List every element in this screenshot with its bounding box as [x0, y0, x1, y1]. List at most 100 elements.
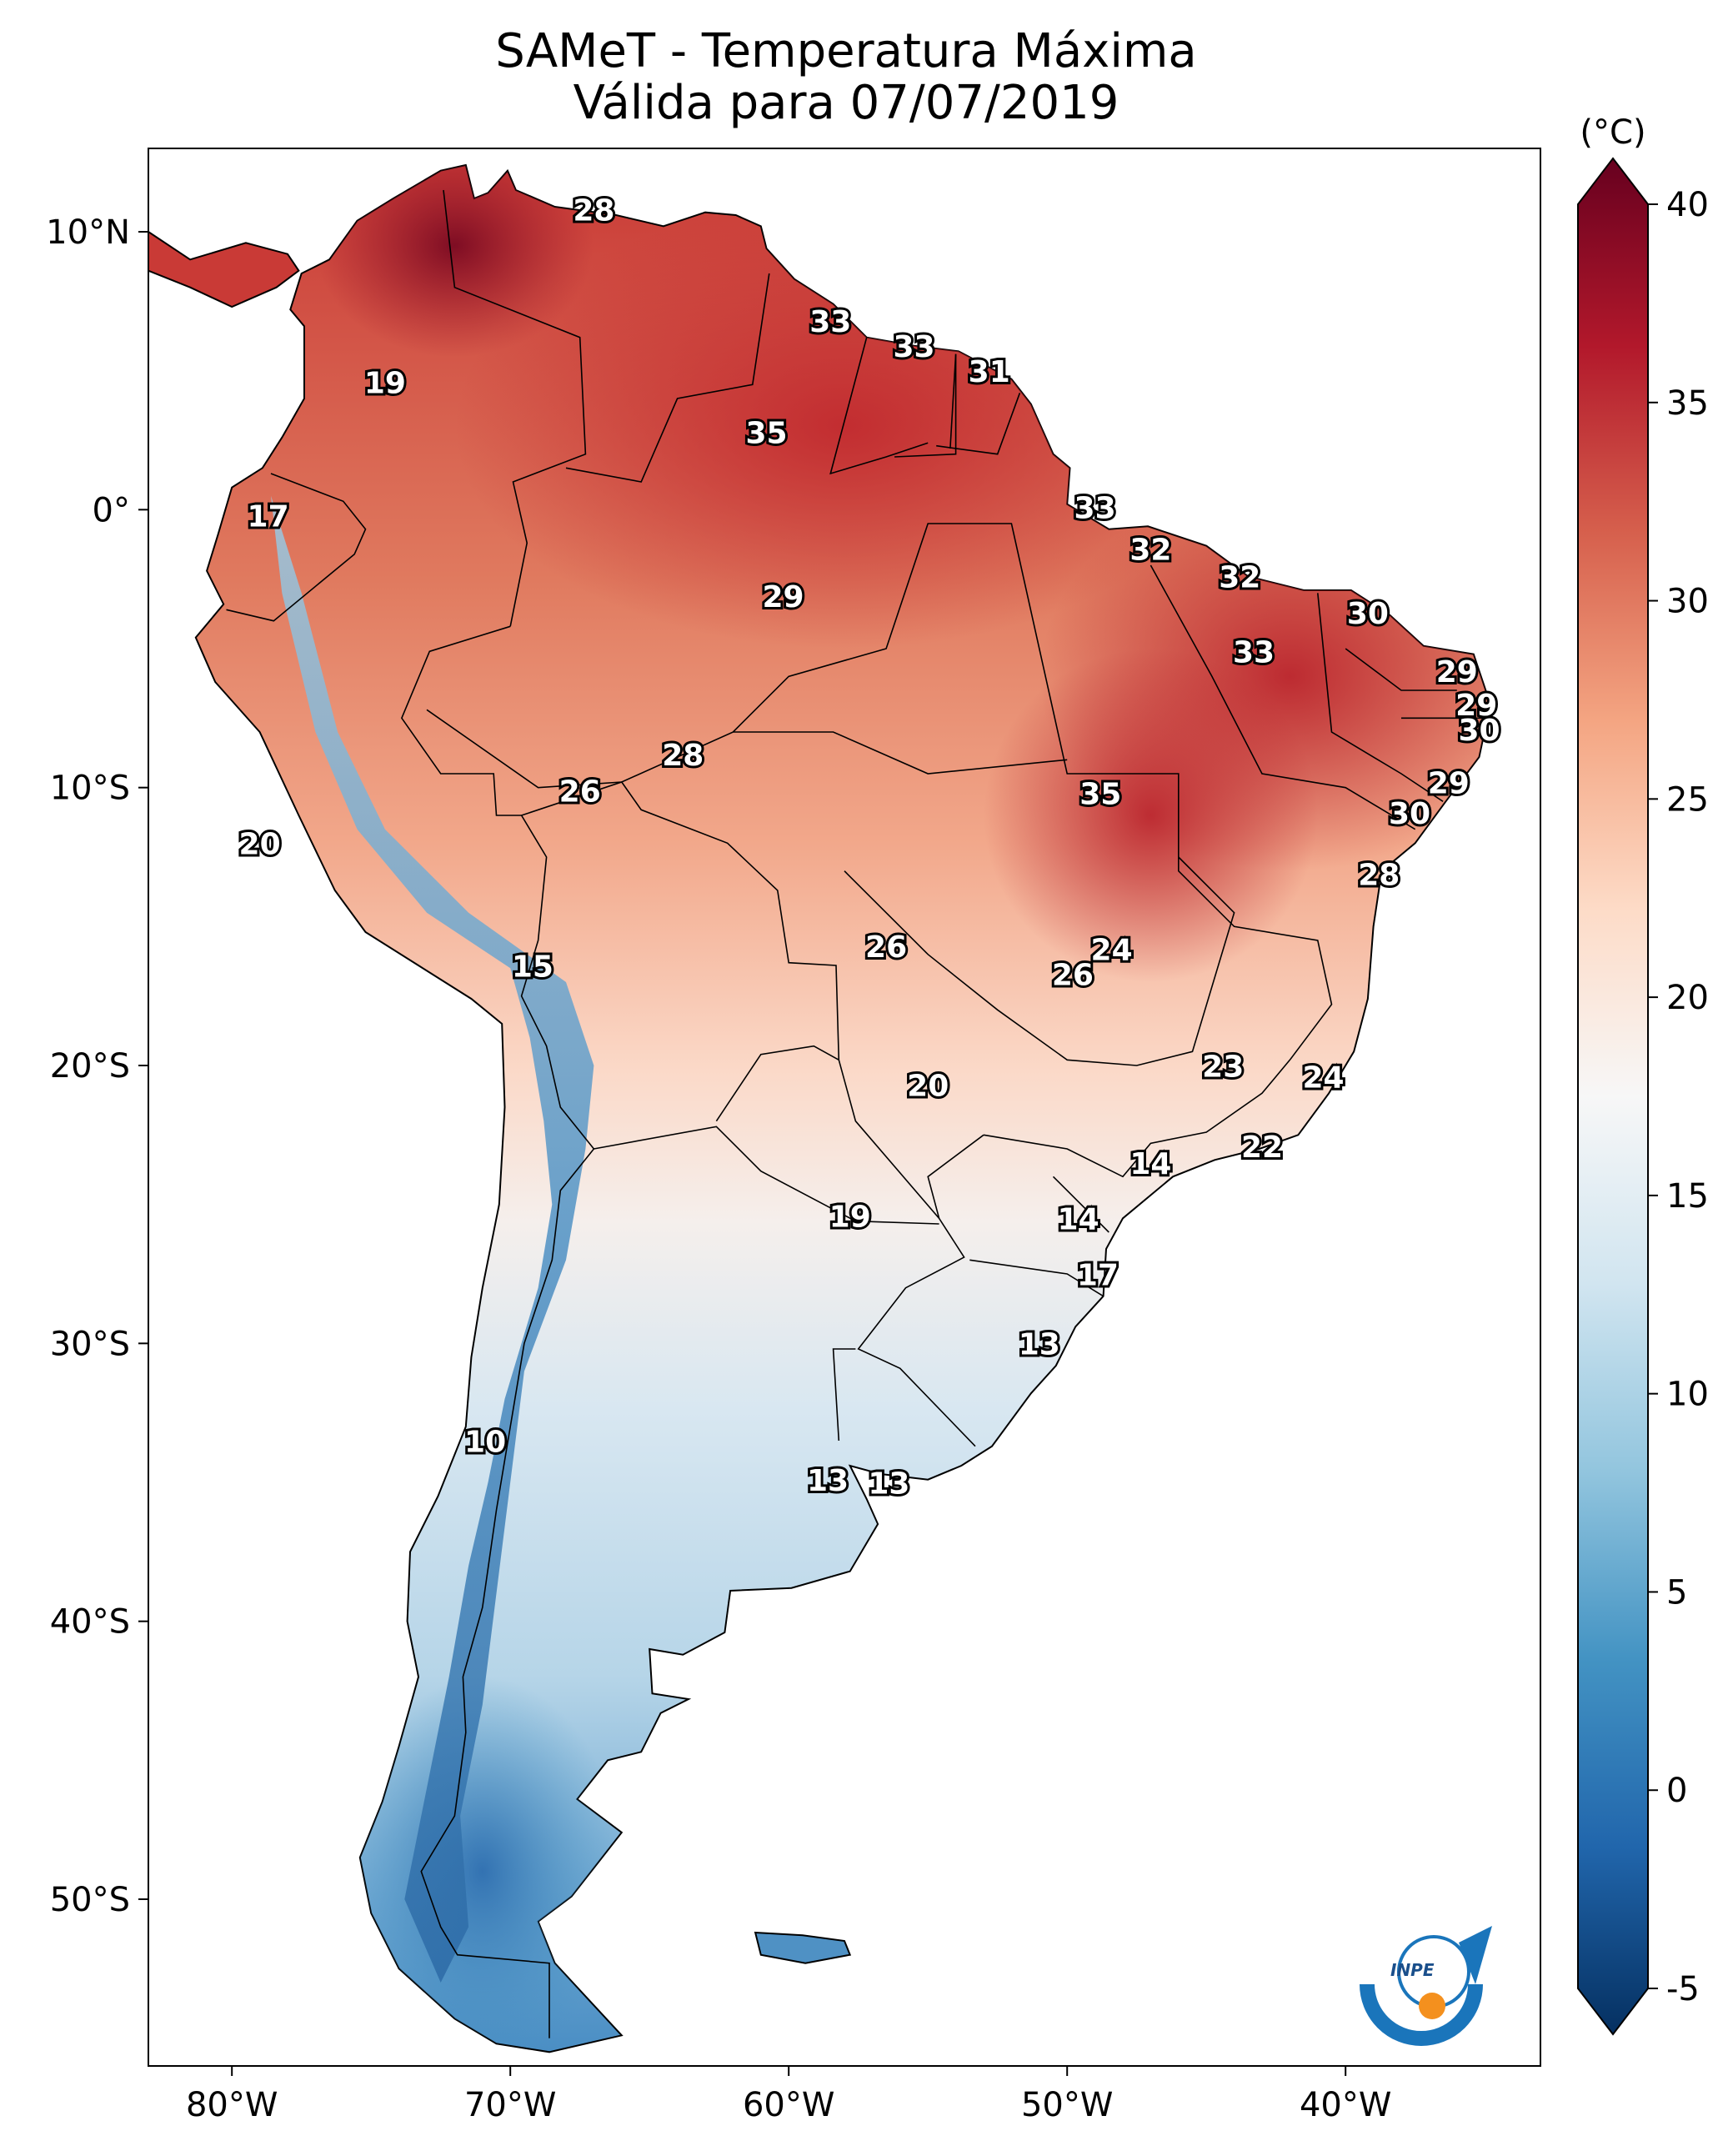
lon-tick-label: 60°W — [743, 2086, 834, 2124]
logo-swoosh — [1360, 1983, 1483, 2046]
temperature-label: 13 — [807, 1464, 849, 1498]
latitude-ticks: 10°N 0° 10°S 20°S 30°S 40°S 50°S — [46, 213, 148, 1919]
temperature-label: 35 — [1079, 778, 1121, 812]
temperature-label: 30 — [1458, 714, 1500, 748]
colorbar-tick-label: 20 — [1666, 979, 1709, 1017]
cold-region-patagonia — [343, 1677, 622, 2053]
border-line — [594, 1126, 939, 1225]
border-line — [1150, 564, 1416, 830]
temperature-label: 29 — [1436, 655, 1478, 689]
border-line — [936, 393, 1021, 455]
temperature-label: 28 — [662, 739, 704, 773]
border-line — [1345, 648, 1457, 691]
border-line — [927, 1134, 984, 1219]
temperature-label: 14 — [1058, 1203, 1099, 1237]
colorbar-tick-label: 30 — [1666, 583, 1709, 621]
temperature-label: 26 — [559, 775, 601, 809]
border-line — [715, 1045, 839, 1122]
temperature-label: 30 — [1389, 797, 1430, 831]
temperature-label: 29 — [762, 580, 804, 614]
border-line — [565, 273, 770, 483]
map-subtitle: Válida para 07/07/2019 — [573, 76, 1119, 130]
logo-dot — [1419, 1993, 1445, 2019]
map-title: SAMeT - Temperatura Máxima — [495, 24, 1197, 78]
colorbar-scale — [1577, 157, 1649, 2036]
lat-tick-label: 50°S — [50, 1881, 130, 1919]
temperature-label: 17 — [1077, 1258, 1119, 1292]
temperature-label: 17 — [248, 499, 289, 534]
temperature-label: 33 — [809, 305, 851, 339]
temperature-label: 19 — [364, 366, 406, 400]
border-line — [400, 625, 595, 2038]
colorbar-tick-label: 5 — [1666, 1573, 1687, 1612]
border-line — [829, 337, 929, 475]
temperature-label: 33 — [1233, 636, 1275, 670]
border-line — [426, 709, 1068, 789]
lat-tick-label: 20°S — [50, 1047, 130, 1086]
border-line — [844, 856, 1235, 1066]
colorbar-tick-label: 15 — [1666, 1177, 1709, 1216]
temperature-label: 23 — [1202, 1050, 1244, 1084]
temperature-label: 30 — [1347, 597, 1389, 631]
lat-tick-label: 0° — [93, 491, 130, 529]
colorbar-ticks: 40 35 30 25 20 15 10 5 0 -5 — [1648, 186, 1709, 2008]
temperature-label: 15 — [512, 950, 553, 984]
temperature-label: 20 — [907, 1070, 949, 1104]
temperature-label: 28 — [1358, 858, 1400, 892]
lat-tick-label: 10°S — [50, 770, 130, 808]
temperature-label: 33 — [893, 330, 934, 364]
colorbar-tick-label: 25 — [1666, 780, 1709, 819]
temperature-label: 14 — [1129, 1147, 1171, 1181]
temperature-label: 32 — [1219, 561, 1260, 595]
temperature-label: 28 — [573, 194, 614, 228]
temperature-label: 10 — [464, 1425, 506, 1459]
border-line — [894, 353, 957, 458]
border-line — [832, 1348, 856, 1442]
temperature-label: 26 — [1052, 958, 1094, 992]
temperature-label: 29 — [1428, 766, 1470, 800]
temperature-label: 19 — [829, 1200, 871, 1234]
colorbar-tick-label: 35 — [1666, 384, 1709, 423]
temperature-label: 24 — [1302, 1061, 1344, 1096]
temperature-label: 29 — [1455, 689, 1497, 723]
border-line — [949, 353, 957, 449]
border-line — [1052, 1176, 1109, 1233]
logo-arrow — [1459, 1926, 1492, 1984]
lat-tick-label: 40°S — [50, 1603, 130, 1642]
colorbar-tick-label: 10 — [1666, 1376, 1709, 1414]
colorbar: (°C) 40 35 30 25 20 15 10 5 0 -5 — [1577, 113, 1709, 2036]
lon-tick-label: 80°W — [186, 2086, 278, 2124]
temperature-label: 35 — [745, 416, 787, 450]
temperature-label: 33 — [1074, 491, 1116, 525]
temperature-label: 13 — [868, 1467, 909, 1501]
lon-tick-label: 40°W — [1300, 2086, 1391, 2124]
logo-text: INPE — [1390, 1960, 1435, 1980]
lon-tick-label: 70°W — [464, 2086, 556, 2124]
border-line — [226, 473, 367, 622]
temperature-label: 31 — [969, 355, 1010, 389]
border-line — [1317, 593, 1444, 802]
border-line — [732, 523, 1333, 1178]
colorbar-tick-label: 0 — [1666, 1772, 1687, 1810]
central-america-land — [148, 230, 300, 308]
lat-tick-label: 30°S — [50, 1325, 130, 1363]
lon-tick-label: 50°W — [1021, 2086, 1113, 2124]
border-line — [969, 1259, 1104, 1297]
colorbar-tick-label: 40 — [1666, 186, 1709, 224]
country-borders — [226, 189, 1485, 2038]
falkland-islands — [754, 1931, 852, 1964]
andes-cold-band — [271, 495, 594, 1983]
map-frame — [148, 148, 1541, 2067]
colorbar-tick-label: -5 — [1666, 1970, 1700, 2008]
temperature-label: 13 — [1019, 1328, 1060, 1362]
temperature-label: 32 — [1129, 533, 1171, 567]
temperature-label: 22 — [1241, 1131, 1283, 1165]
longitude-ticks: 80°W 70°W 60°W 50°W 40°W — [186, 2066, 1391, 2124]
hot-region-central — [984, 649, 1318, 982]
border-line — [443, 189, 587, 627]
temperature-label: 24 — [1091, 933, 1133, 967]
lat-tick-label: 10°N — [46, 213, 130, 252]
temperature-label: 26 — [865, 930, 907, 965]
